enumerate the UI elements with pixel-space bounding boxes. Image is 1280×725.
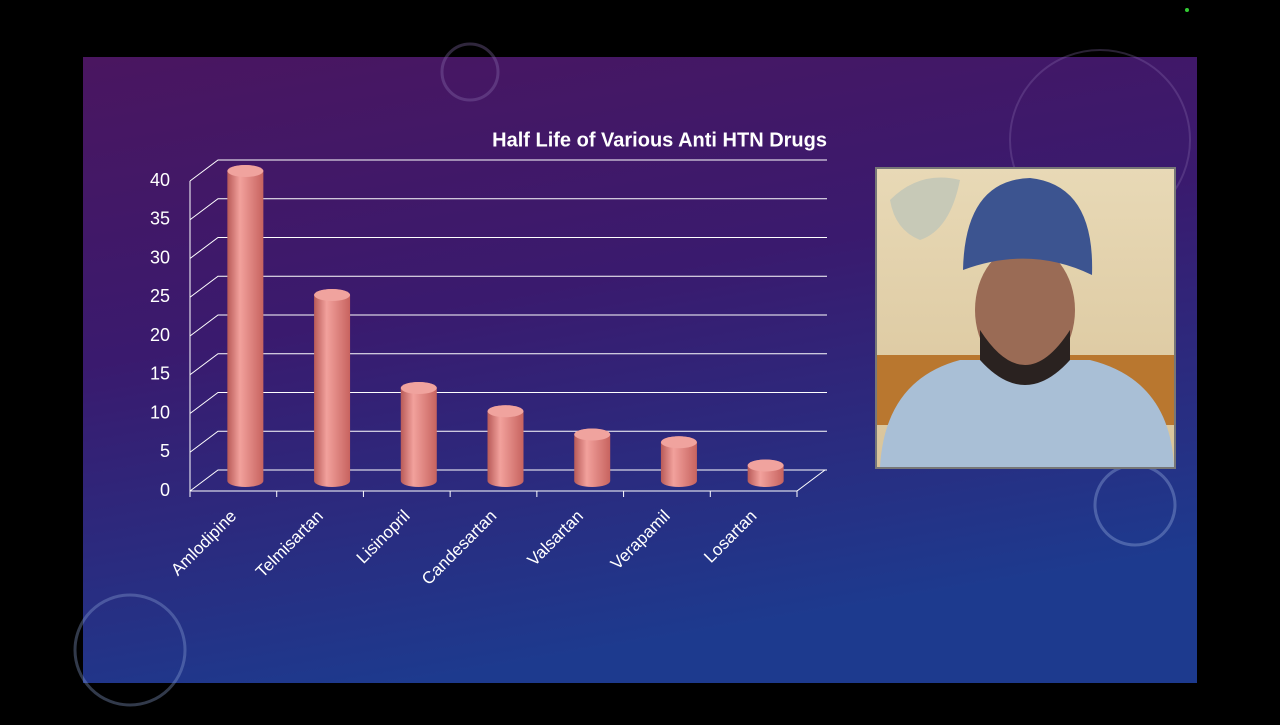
bar-top — [227, 165, 264, 177]
grid-line — [189, 469, 827, 492]
bar — [400, 382, 437, 488]
bar-top — [660, 436, 697, 449]
bar-top — [314, 289, 351, 301]
grid-line — [189, 275, 827, 298]
webcam — [875, 167, 1176, 469]
grid-line — [189, 353, 827, 376]
bar — [227, 165, 264, 488]
y-tick-label: 10 — [150, 402, 170, 422]
y-tick-label: 5 — [160, 441, 170, 461]
grid-line — [189, 392, 827, 414]
shirt — [880, 360, 1174, 467]
bar — [660, 436, 697, 488]
y-tick-label: 30 — [150, 247, 170, 267]
decoration — [73, 593, 187, 707]
y-tick-label: 40 — [150, 170, 170, 190]
grid-line — [189, 314, 827, 337]
bar-top — [747, 459, 784, 472]
grid-line — [189, 237, 827, 259]
y-tick-label: 35 — [150, 209, 170, 229]
y-tick-label: 20 — [150, 325, 170, 345]
grid-line — [189, 430, 827, 453]
bar-top — [400, 382, 437, 394]
bar-top — [574, 428, 611, 441]
y-tick-label: 0 — [160, 480, 170, 500]
y-tick-label: 15 — [150, 364, 170, 384]
indicator — [1185, 8, 1189, 12]
turban — [963, 178, 1093, 275]
grid-line — [189, 198, 827, 221]
bar — [487, 405, 524, 488]
bar — [574, 428, 611, 488]
flowers — [890, 177, 960, 240]
y-tick-label: 25 — [150, 286, 170, 306]
bar-top — [487, 405, 524, 418]
face — [975, 245, 1075, 375]
beard — [980, 330, 1070, 385]
bar — [314, 289, 351, 488]
chart-title: Half Life of Various Anti HTN Drugs — [492, 129, 827, 151]
grid-line — [189, 159, 827, 182]
decoration — [440, 42, 500, 102]
